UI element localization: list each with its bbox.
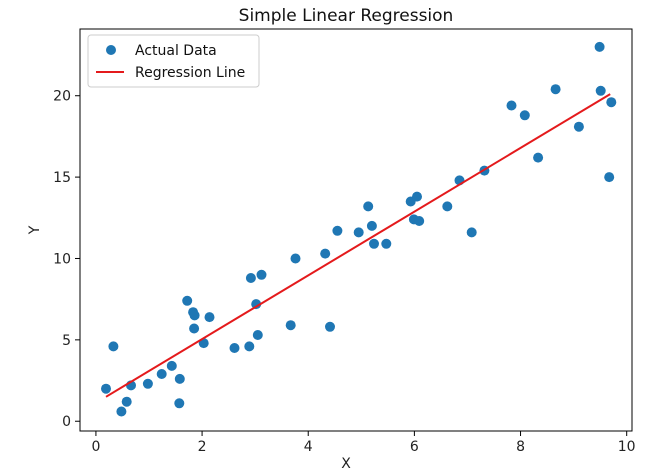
data-point-16 xyxy=(229,343,240,353)
data-point-22 xyxy=(285,320,296,331)
data-point-6 xyxy=(156,369,167,379)
data-point-45 xyxy=(594,41,605,52)
y-tick-label: 0 xyxy=(62,414,71,430)
data-point-13 xyxy=(189,323,200,334)
y-tick-label: 5 xyxy=(62,333,71,349)
data-point-40 xyxy=(506,100,517,111)
legend-label-regression-line: Regression Line xyxy=(135,65,245,81)
x-tick-label: 4 xyxy=(304,439,313,455)
data-point-5 xyxy=(142,378,153,389)
data-point-0 xyxy=(101,383,111,394)
data-point-35 xyxy=(414,216,425,226)
x-tick-label: 0 xyxy=(91,439,100,455)
data-point-2 xyxy=(116,406,127,417)
y-tick-label: 15 xyxy=(53,170,71,186)
data-point-17 xyxy=(244,341,255,352)
data-point-15 xyxy=(204,312,215,323)
data-point-24 xyxy=(320,248,331,259)
data-point-28 xyxy=(363,201,374,212)
data-point-26 xyxy=(332,225,343,236)
data-point-10 xyxy=(182,295,193,306)
data-point-31 xyxy=(381,238,392,249)
data-point-44 xyxy=(573,121,584,132)
data-point-27 xyxy=(353,227,364,238)
data-point-34 xyxy=(412,191,422,202)
data-point-38 xyxy=(466,227,477,238)
y-tick-label: 20 xyxy=(53,89,71,105)
data-point-12 xyxy=(189,310,200,321)
plot-area xyxy=(101,41,617,417)
regression-line xyxy=(105,93,611,398)
data-point-20 xyxy=(252,330,263,340)
y-axis: 0 5 10 15 20 xyxy=(53,89,80,430)
legend-box xyxy=(87,34,260,88)
data-point-8 xyxy=(174,373,185,384)
data-point-1 xyxy=(108,341,119,352)
data-point-23 xyxy=(290,253,301,264)
x-tick-label: 6 xyxy=(410,439,419,455)
data-point-48 xyxy=(606,97,617,108)
x-tick-label: 8 xyxy=(516,439,525,455)
legend-scatter-marker xyxy=(106,45,116,55)
data-point-30 xyxy=(369,238,379,249)
data-point-42 xyxy=(533,152,544,163)
x-tick-label: 2 xyxy=(198,439,207,455)
axes-frame xyxy=(79,28,633,432)
data-point-19 xyxy=(251,299,262,310)
y-axis-label: Y xyxy=(27,225,43,235)
data-point-43 xyxy=(550,84,561,95)
data-point-46 xyxy=(595,85,606,96)
data-point-3 xyxy=(121,396,132,407)
data-point-18 xyxy=(245,273,256,283)
chart-title: Simple Linear Regression xyxy=(239,6,454,26)
x-tick-label: 10 xyxy=(618,439,636,455)
data-point-29 xyxy=(366,220,377,231)
data-point-41 xyxy=(519,110,530,121)
data-point-47 xyxy=(604,172,615,183)
data-point-25 xyxy=(325,321,335,332)
x-axis: 0 2 4 6 8 10 xyxy=(91,431,636,455)
legend: Actual Data Regression Line xyxy=(87,34,260,88)
data-point-7 xyxy=(166,360,177,371)
x-axis-label: X xyxy=(341,456,351,472)
data-point-36 xyxy=(442,201,453,212)
y-tick-label: 10 xyxy=(53,251,71,267)
data-point-9 xyxy=(174,398,185,409)
legend-label-actual-data: Actual Data xyxy=(135,43,217,59)
data-point-21 xyxy=(256,269,267,280)
